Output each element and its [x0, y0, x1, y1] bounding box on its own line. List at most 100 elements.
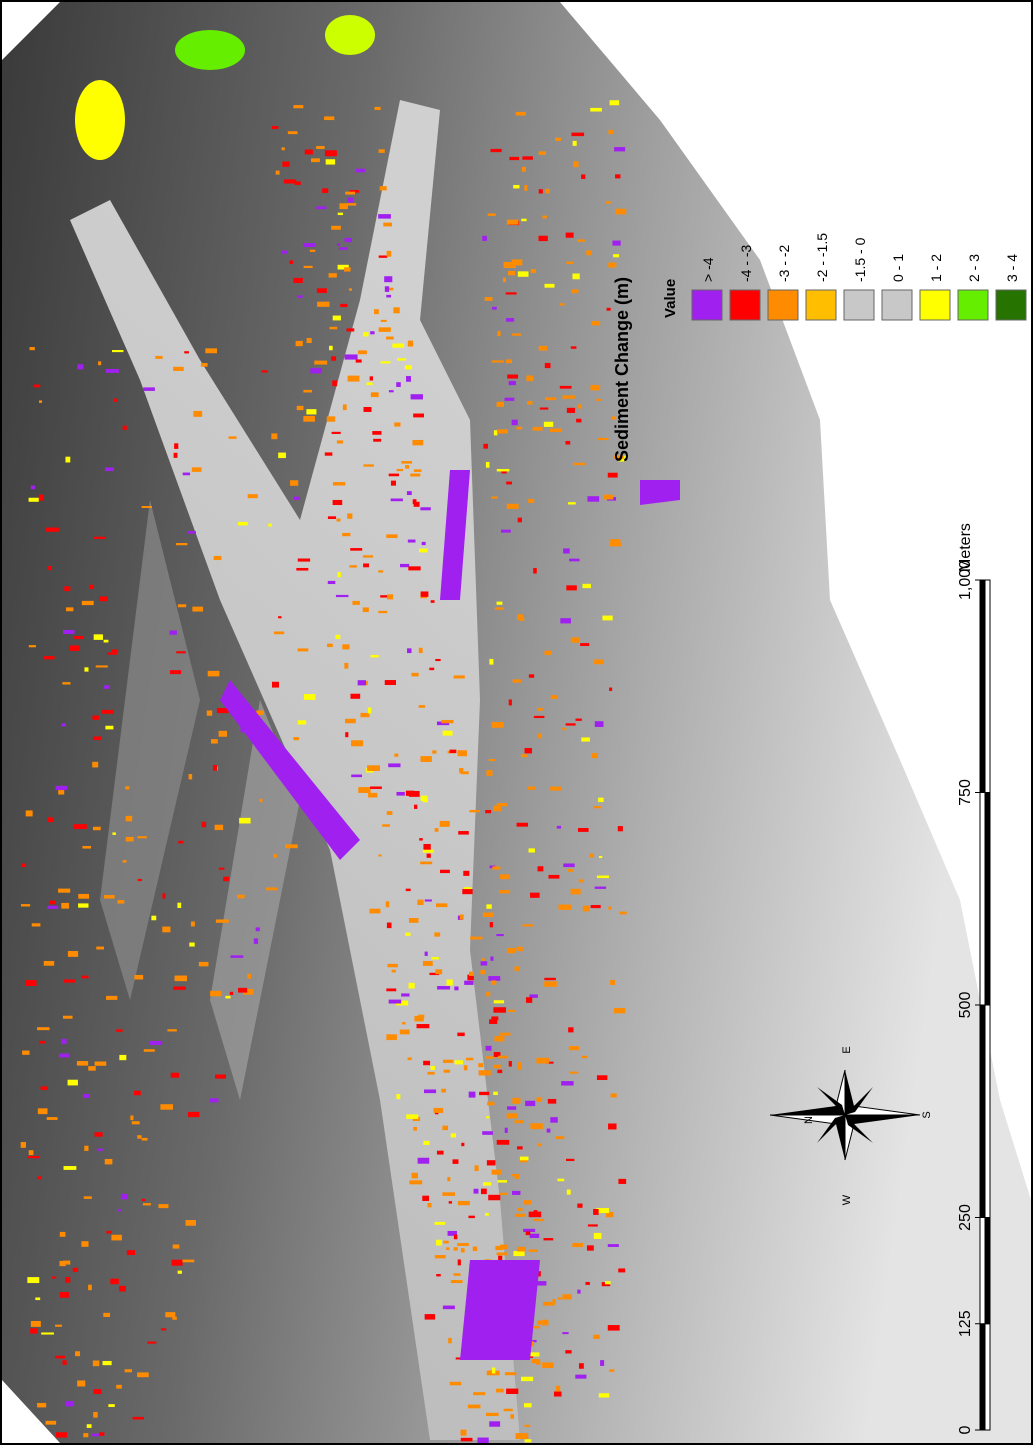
- change-cell: [62, 682, 70, 684]
- change-cell: [333, 482, 345, 485]
- change-cell: [304, 266, 313, 268]
- change-cell: [143, 1203, 151, 1205]
- change-cell: [386, 295, 391, 298]
- change-cell: [461, 771, 469, 774]
- change-cell: [485, 810, 491, 813]
- change-cell: [384, 276, 392, 282]
- change-cell: [513, 1251, 524, 1256]
- change-cell: [162, 893, 165, 898]
- change-cell: [529, 1249, 538, 1251]
- change-cell: [350, 548, 362, 551]
- change-cell: [517, 823, 528, 827]
- change-cell: [494, 430, 498, 435]
- change-cell: [569, 1046, 579, 1050]
- change-cell: [407, 491, 412, 495]
- change-cell: [581, 737, 590, 741]
- change-cell: [493, 1065, 500, 1069]
- change-cell: [610, 100, 620, 105]
- change-cell: [56, 786, 68, 790]
- change-cell: [521, 219, 526, 222]
- change-cell: [64, 1166, 77, 1170]
- change-cell: [363, 464, 374, 466]
- change-cell: [213, 765, 217, 771]
- change-cell: [342, 533, 350, 536]
- change-cell: [114, 398, 117, 401]
- change-cell: [550, 787, 561, 791]
- change-cell: [58, 889, 70, 893]
- change-cell: [423, 1141, 429, 1145]
- change-cell: [60, 1232, 66, 1237]
- change-cell: [436, 1274, 441, 1276]
- change-cell: [65, 1401, 74, 1406]
- change-cell: [347, 513, 352, 518]
- change-cell: [481, 958, 485, 960]
- change-cell: [247, 974, 251, 979]
- change-cell: [431, 1066, 435, 1070]
- change-cell: [596, 399, 601, 401]
- change-cell: [595, 721, 604, 727]
- change-cell: [314, 361, 327, 365]
- change-cell: [443, 1241, 448, 1244]
- legend-label: 0 - 1: [890, 254, 906, 282]
- change-cell: [310, 368, 321, 373]
- change-cell: [402, 1022, 406, 1024]
- scale-label: 125: [957, 1310, 974, 1337]
- change-cell: [68, 1080, 78, 1086]
- change-cell: [545, 189, 550, 193]
- change-cell: [142, 1199, 146, 1201]
- change-cell: [64, 586, 70, 591]
- change-cell: [307, 338, 312, 343]
- change-cell: [387, 964, 397, 967]
- change-cell: [525, 1101, 535, 1106]
- change-cell: [29, 645, 36, 647]
- change-cell: [566, 723, 576, 725]
- change-cell: [618, 1179, 626, 1184]
- change-cell: [414, 805, 417, 809]
- change-cell: [435, 659, 440, 661]
- change-cell: [485, 297, 493, 301]
- change-cell: [363, 555, 373, 557]
- change-cell: [347, 328, 355, 331]
- change-cell: [461, 1438, 473, 1441]
- change-cell: [537, 1097, 543, 1101]
- change-cell: [294, 497, 300, 500]
- change-cell: [295, 181, 301, 185]
- change-cell: [530, 1234, 540, 1238]
- change-cell: [454, 986, 458, 990]
- change-cell: [615, 174, 620, 178]
- change-cell: [417, 1024, 430, 1028]
- change-cell: [84, 667, 88, 671]
- change-cell: [556, 1136, 565, 1139]
- change-cell: [608, 263, 616, 268]
- change-cell: [380, 595, 387, 597]
- change-cell: [95, 1062, 107, 1066]
- change-cell: [612, 241, 620, 246]
- change-cell: [81, 1241, 88, 1247]
- change-cell: [94, 1132, 102, 1137]
- change-cell: [512, 1098, 520, 1104]
- change-cell: [553, 1299, 556, 1304]
- change-cell: [425, 1314, 435, 1319]
- change-cell: [273, 854, 277, 857]
- scale-segment: [980, 1005, 985, 1218]
- change-cell: [296, 341, 303, 346]
- change-cell: [173, 987, 186, 990]
- change-cell: [579, 879, 584, 882]
- change-cell: [35, 1297, 40, 1300]
- change-cell: [344, 663, 348, 669]
- change-cell: [26, 810, 33, 816]
- change-cell: [68, 951, 78, 957]
- change-cell: [489, 759, 496, 761]
- change-cell: [56, 1432, 67, 1437]
- change-cell: [573, 161, 578, 167]
- scale-segment: [985, 580, 990, 793]
- change-cell: [520, 617, 524, 621]
- change-cell: [468, 1405, 481, 1409]
- change-cell: [568, 502, 576, 504]
- change-cell: [609, 1369, 614, 1372]
- change-cell: [515, 1214, 526, 1217]
- change-cell: [563, 548, 570, 553]
- change-cell: [491, 980, 496, 984]
- change-cell: [215, 1075, 226, 1079]
- change-cell: [105, 467, 114, 471]
